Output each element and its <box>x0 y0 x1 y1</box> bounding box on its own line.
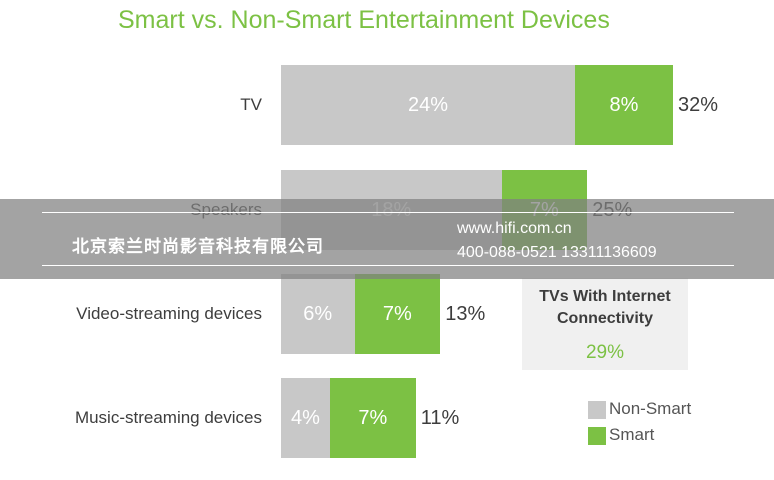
callout-box: TVs With Internet Connectivity 29% <box>522 278 688 370</box>
bar-label-smart: 8% <box>609 94 639 116</box>
watermark-phones: 400-088-0521 13311136609 <box>457 244 657 261</box>
legend-item-smart: Smart <box>588 425 654 445</box>
bar-total-label: 11% <box>420 407 460 429</box>
bar-label-non-smart: 24% <box>407 94 449 116</box>
bar-smart <box>575 65 673 145</box>
bar-total-label: 13% <box>445 303 486 325</box>
watermark-rule-bottom <box>42 265 734 266</box>
bar-smart <box>330 378 416 458</box>
legend-label-smart: Smart <box>609 425 655 444</box>
bar-label-smart: 7% <box>358 407 388 429</box>
category-label: Video-streaming devices <box>76 304 262 323</box>
legend-label-non-smart: Non-Smart <box>609 399 692 418</box>
chart-title: Smart vs. Non-Smart Entertainment Device… <box>118 6 610 34</box>
bar-non-smart <box>281 65 575 145</box>
bar-label-smart: 7% <box>382 303 412 325</box>
bar-label-non-smart: 6% <box>303 303 333 325</box>
bar-non-smart <box>281 274 355 354</box>
watermark-rule-top <box>42 212 734 213</box>
watermark-url: www.hifi.com.cn <box>457 220 572 237</box>
legend-swatch-non-smart <box>588 400 606 419</box>
watermark-company: 北京索兰时尚影音科技有限公司 <box>72 237 324 256</box>
callout-value: 29% <box>585 342 625 363</box>
callout-title-line1: TVs With Internet <box>539 288 671 305</box>
callout-title-line2: Connectivity <box>556 310 653 327</box>
category-label: TV <box>240 95 262 114</box>
category-label: Music-streaming devices <box>74 408 262 427</box>
bar-total-label: 32% <box>678 94 719 116</box>
bar-label-non-smart: 4% <box>291 407 320 429</box>
callout-title: TVs With Internet Connectivity <box>522 286 688 330</box>
legend-swatch-smart <box>588 426 606 445</box>
bar-smart <box>354 274 441 354</box>
bar-non-smart <box>281 378 330 458</box>
legend-item-non-smart: Non-Smart <box>588 399 691 419</box>
